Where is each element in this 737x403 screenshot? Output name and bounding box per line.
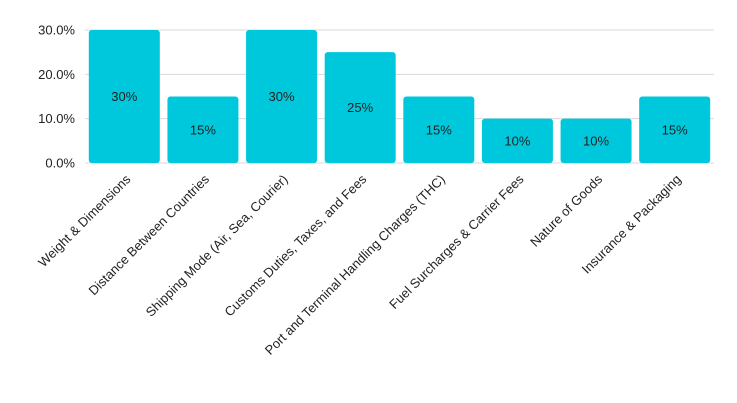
data-labels: 30% 15% 30% 25% 15% 10% 10% 15% bbox=[111, 89, 688, 148]
bar bbox=[639, 96, 711, 163]
bar bbox=[403, 96, 475, 163]
bar bbox=[560, 118, 632, 163]
bars bbox=[88, 30, 711, 163]
data-label: 15% bbox=[190, 122, 216, 137]
bar bbox=[246, 30, 318, 163]
y-tick-label: 20.0% bbox=[38, 67, 75, 82]
data-label: 10% bbox=[504, 133, 530, 148]
x-category-label: Customs Duties, Taxes, and Fees bbox=[221, 171, 369, 319]
data-label: 15% bbox=[662, 122, 688, 137]
data-label: 25% bbox=[347, 100, 373, 115]
bar bbox=[167, 96, 239, 163]
y-tick-label: 10.0% bbox=[38, 111, 75, 126]
x-category-label: Shipping Mode (Air, Sea, Courier) bbox=[143, 172, 291, 320]
y-tick-label: 30.0% bbox=[38, 23, 75, 38]
y-axis-tick-labels: 0.0% 10.0% 20.0% 30.0% bbox=[38, 23, 75, 171]
bar bbox=[88, 30, 160, 163]
bar bbox=[481, 118, 553, 163]
bar bbox=[324, 52, 396, 163]
data-label: 30% bbox=[111, 89, 137, 104]
x-category-label: Nature of Goods bbox=[527, 171, 605, 249]
x-category-label: Fuel Surcharges & Carrier Fees bbox=[386, 171, 527, 312]
data-label: 30% bbox=[269, 89, 295, 104]
data-label: 15% bbox=[426, 122, 452, 137]
y-tick-label: 0.0% bbox=[45, 156, 75, 171]
x-category-label: Port and Terminal Handling Charges (THC) bbox=[262, 172, 448, 358]
data-label: 10% bbox=[583, 133, 609, 148]
